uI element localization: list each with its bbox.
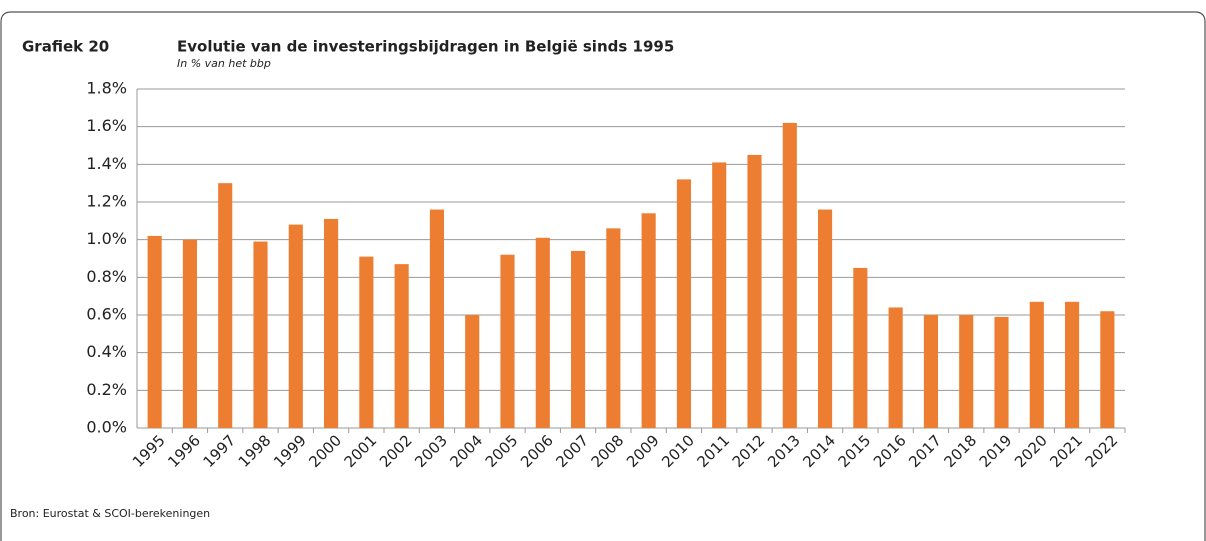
bar [959,315,974,428]
bar [1029,301,1044,428]
x-tick-label: 2000 [305,431,345,471]
bar [818,209,833,428]
x-tick-label: 2016 [870,431,910,471]
y-tick-label: 1.8% [86,79,127,98]
bar [853,267,868,428]
x-tick-label: 1995 [129,431,169,471]
bar [782,122,797,429]
bar [1100,311,1115,428]
bar [394,264,409,428]
x-tick-label: 2001 [341,431,381,471]
bar [218,183,233,428]
x-tick-label: 2007 [552,431,592,471]
x-tick-label: 2002 [376,431,416,471]
bar [253,241,268,428]
bar [288,224,303,428]
x-tick-label: 1997 [199,431,239,471]
bar [429,209,444,428]
bar [641,213,656,428]
x-tick-label: 1999 [270,431,310,471]
bar [712,162,727,428]
y-tick-label: 1.6% [86,116,127,135]
bar [324,218,339,428]
x-tick-label: 2008 [588,431,628,471]
x-tick-label: 2020 [1011,431,1051,471]
bar [571,250,586,428]
y-tick-label: 0.8% [86,267,127,286]
chart-label: Grafiek 20 [22,38,109,56]
bar [606,228,621,428]
bar [147,235,162,428]
y-tick-label: 1.4% [86,154,127,173]
x-tick-label: 2012 [729,431,769,471]
bar [994,316,1009,428]
bar [535,237,550,428]
bar [888,307,903,428]
x-tick-label: 2018 [940,431,980,471]
x-tick-label: 2014 [799,431,839,471]
x-tick-label: 2013 [764,431,804,471]
x-tick-label: 2019 [976,431,1016,471]
x-tick-label: 2021 [1046,431,1086,471]
x-tick-label: 2005 [482,431,522,471]
x-tick-label: 2022 [1082,431,1122,471]
frame [0,11,1206,541]
x-tick-label: 1998 [235,431,275,471]
bar [1065,301,1080,428]
chart-subtitle: In % van het bbp [177,57,271,70]
y-tick-label: 1.2% [86,192,127,211]
source: Bron: Eurostat & SCOI-berekeningen [10,507,210,520]
bar [500,254,515,428]
bar [359,256,374,428]
x-tick-label: 2017 [905,431,945,471]
x-tick-label: 1996 [164,431,204,471]
x-tick-label: 2006 [517,431,557,471]
y-tick-label: 0.0% [86,418,127,437]
y-tick-label: 1.0% [86,229,127,248]
chart-title: Evolutie van de investeringsbijdragen in… [177,38,674,56]
x-tick-label: 2009 [623,431,663,471]
x-tick-label: 2004 [446,431,486,471]
bar [465,315,480,428]
bar [747,154,762,428]
bar [676,179,691,428]
bar [923,315,938,428]
x-tick-label: 2015 [835,431,875,471]
y-tick-label: 0.6% [86,305,127,324]
bar [182,239,197,428]
y-tick-label: 0.4% [86,342,127,361]
x-tick-label: 2003 [411,431,451,471]
x-tick-label: 2010 [658,431,698,471]
y-tick-label: 0.2% [86,380,127,399]
x-tick-label: 2011 [693,431,733,471]
